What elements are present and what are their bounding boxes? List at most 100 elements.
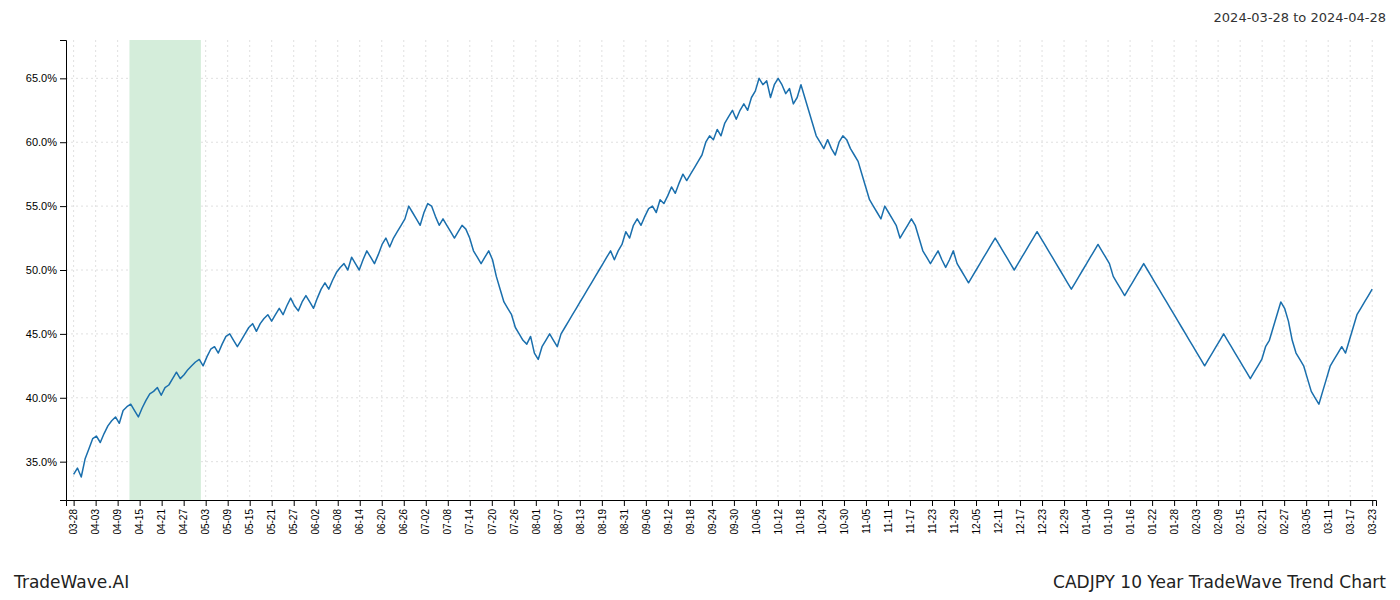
x-tick-mark <box>492 500 493 506</box>
y-tick: 45.0% <box>26 328 66 340</box>
grid-line-y <box>66 78 1376 79</box>
x-tick-mark <box>866 500 867 506</box>
grid-line-x <box>645 40 646 500</box>
y-tick-label: 55.0% <box>26 200 57 212</box>
plot-area <box>74 40 1373 500</box>
y-tick: 55.0% <box>26 200 66 212</box>
x-tick-mark <box>602 500 603 506</box>
x-tick-mark <box>734 500 735 506</box>
x-tick-mark <box>382 500 383 506</box>
grid-line-x <box>249 40 250 500</box>
grid-line-x <box>293 40 294 500</box>
x-tick: 05-27 <box>288 500 299 535</box>
x-tick-label: 05-03 <box>200 509 211 535</box>
grid-line-y <box>66 206 1376 207</box>
x-tick: 05-09 <box>222 500 233 535</box>
grid-line-x <box>1174 40 1175 500</box>
x-tick-label: 07-14 <box>464 509 475 535</box>
x-tick-mark <box>514 500 515 506</box>
grid-line-x <box>799 40 800 500</box>
x-tick-label: 08-07 <box>553 509 564 535</box>
grid-line-x <box>469 40 470 500</box>
x-tick-mark <box>888 500 889 506</box>
grid-line-x <box>513 40 514 500</box>
x-tick-mark <box>140 500 141 506</box>
x-tick: 02-09 <box>1213 500 1224 535</box>
x-tick-label: 09-30 <box>729 509 740 535</box>
grid-line-x <box>733 40 734 500</box>
y-tick-mark <box>60 334 66 335</box>
y-tick: 65.0% <box>26 72 66 84</box>
grid-line-x <box>821 40 822 500</box>
grid-line-x <box>403 40 404 500</box>
x-tick: 11-05 <box>861 500 872 534</box>
x-tick-mark <box>646 500 647 506</box>
x-tick: 11-11 <box>883 500 894 533</box>
x-tick: 06-02 <box>310 500 321 535</box>
x-tick: 04-27 <box>178 500 189 535</box>
y-tick-label: 40.0% <box>26 392 57 404</box>
x-tick: 03-11 <box>1323 500 1334 534</box>
title: CADJPY 10 Year TradeWave Trend Chart <box>1053 572 1386 592</box>
x-tick-label: 07-08 <box>442 509 453 535</box>
x-tick-mark <box>426 500 427 506</box>
x-tick-label: 09-06 <box>641 509 652 535</box>
x-tick: 08-07 <box>553 500 564 535</box>
x-tick-label: 04-03 <box>90 509 101 535</box>
x-tick-label: 06-20 <box>376 509 387 535</box>
x-tick-mark <box>1042 500 1043 506</box>
x-tick: 10-30 <box>839 500 850 535</box>
x-tick-label: 01-16 <box>1125 509 1136 535</box>
x-tick-label: 11-23 <box>927 509 938 534</box>
x-tick-label: 12-17 <box>1015 509 1026 535</box>
x-tick-mark <box>1262 500 1263 506</box>
grid-line-x <box>1218 40 1219 500</box>
x-tick-label: 06-14 <box>354 509 365 535</box>
grid-line-x <box>73 40 74 500</box>
x-tick-mark <box>558 500 559 506</box>
x-tick-label: 10-30 <box>839 509 850 535</box>
x-tick: 02-21 <box>1257 500 1268 535</box>
x-axis: 03-2804-0304-0904-1504-2104-2705-0305-09… <box>67 500 1378 535</box>
x-tick: 09-18 <box>685 500 696 535</box>
x-tick: 03-28 <box>68 500 79 535</box>
x-tick: 12-17 <box>1015 500 1026 535</box>
x-tick-label: 03-05 <box>1301 509 1312 535</box>
x-tick-label: 05-27 <box>288 509 299 535</box>
x-tick: 12-05 <box>971 500 982 535</box>
x-tick: 12-23 <box>1037 500 1048 535</box>
grid-line-x <box>1240 40 1241 500</box>
grid-line-x <box>227 40 228 500</box>
x-tick-mark <box>1130 500 1131 506</box>
grid-line-y <box>66 142 1376 143</box>
x-tick-label: 05-09 <box>222 509 233 535</box>
grid-line-x <box>1196 40 1197 500</box>
y-tick-label: 50.0% <box>26 264 57 276</box>
y-tick-mark <box>60 206 66 207</box>
grid-line-x <box>623 40 624 500</box>
grid-line-x <box>1328 40 1329 500</box>
x-tick-label: 10-18 <box>795 509 806 535</box>
x-tick: 10-18 <box>795 500 806 535</box>
x-tick-mark <box>250 500 251 506</box>
x-tick-label: 10-06 <box>751 509 762 535</box>
x-tick: 10-06 <box>751 500 762 535</box>
x-tick-label: 03-17 <box>1345 509 1356 535</box>
x-tick: 12-29 <box>1059 500 1070 535</box>
grid-line-x <box>755 40 756 500</box>
x-tick-label: 04-09 <box>112 509 123 535</box>
y-tick-label: 60.0% <box>26 136 57 148</box>
x-tick-label: 07-26 <box>509 509 520 535</box>
grid-line-x <box>579 40 580 500</box>
grid-line-x <box>1042 40 1043 500</box>
grid-line-y <box>66 270 1376 271</box>
y-tick: 35.0% <box>26 456 66 468</box>
y-tick-mark <box>60 78 66 79</box>
x-tick-label: 10-24 <box>817 509 828 535</box>
x-tick: 01-10 <box>1103 500 1114 535</box>
x-tick: 01-16 <box>1125 500 1136 535</box>
x-tick-label: 07-20 <box>487 509 498 535</box>
x-tick: 08-31 <box>619 500 630 535</box>
grid-line-x <box>711 40 712 500</box>
grid-line-x <box>447 40 448 500</box>
